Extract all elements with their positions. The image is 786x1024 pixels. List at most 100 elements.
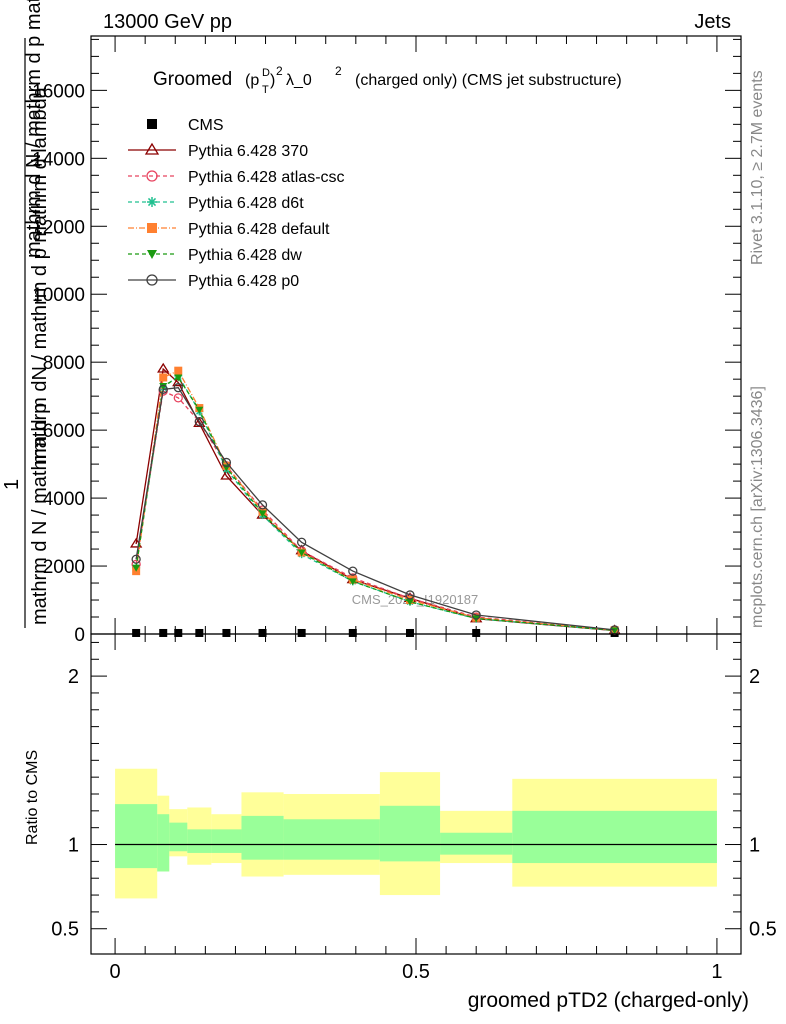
data-point — [258, 510, 267, 518]
legend-marker — [147, 119, 157, 129]
ratio-y-tick-label-right: 2 — [749, 666, 760, 688]
legend-entry: Pythia 6.428 dw — [128, 247, 302, 264]
legend-entry: Pythia 6.428 default — [128, 221, 330, 238]
legend-marker — [146, 170, 158, 182]
legend-marker — [147, 250, 157, 259]
title-paren-close: ) — [270, 72, 275, 89]
data-point — [159, 382, 168, 390]
data-point — [297, 549, 306, 557]
data-point — [195, 406, 204, 414]
title-prefix: Groomed — [153, 69, 232, 90]
legend-entry: Pythia 6.428 d6t — [128, 195, 304, 212]
data-point — [131, 554, 141, 564]
y-axis-title-line-4: mathrm dN / mathrm d p mathrm d lambda — [29, 86, 51, 465]
y-tick-label: 6000 — [43, 421, 85, 442]
data-point — [258, 628, 267, 637]
y-tick-label: 0 — [74, 625, 85, 646]
legend-label: Pythia 6.428 atlas-csc — [188, 169, 345, 186]
y-tick-label: 10000 — [32, 285, 85, 306]
data-point — [405, 590, 415, 600]
uncertainty-band-inner — [211, 829, 242, 853]
title-paren-open: (p — [245, 72, 259, 89]
x-axis-title: groomed pTD2 (charged-only) — [468, 989, 749, 1012]
uncertainty-band-inner — [440, 832, 513, 855]
uncertainty-band-inner — [512, 810, 717, 864]
legend-label: Pythia 6.428 370 — [188, 143, 308, 160]
data-point — [159, 628, 168, 637]
mcplots-label: mcplots.cern.ch [arXiv:1306.3436] — [749, 386, 766, 628]
ratio-y-tick-label-right: 0.5 — [749, 919, 777, 941]
legend-entry: Pythia 6.428 370 — [128, 142, 308, 160]
ratio-plot: 0.5 0.5 1 1 2 2 0 0.5 1 — [51, 633, 777, 983]
data-point — [173, 383, 183, 393]
legend-label: Pythia 6.428 p0 — [188, 273, 299, 290]
y-axis-title: mathrm d N / mathrm d p mathrm d lambda … — [1, 0, 51, 628]
y-axis-title-line-3: mathrm d N / mathrm d p — [29, 403, 51, 625]
data-point — [471, 610, 481, 620]
legend-entry: Pythia 6.428 p0 — [128, 273, 299, 290]
star-stroke — [147, 197, 157, 207]
y-tick-label: 14000 — [32, 149, 85, 170]
y-axis-title-line-1: mathrm d N / mathrm d p mathrm d lambda — [23, 0, 45, 258]
legend-entry: Pythia 6.428 atlas-csc — [128, 169, 345, 186]
ratio-y-tick-label: 2 — [68, 666, 79, 688]
y-tick-label: 12000 — [32, 217, 85, 238]
ratio-y-tick-label: 0.5 — [51, 919, 79, 941]
data-point — [173, 393, 183, 403]
chart-title: Groomed (p D T ) 2 λ_0 2 (charged only) … — [153, 64, 622, 96]
y-axis-title-line-2: 1 — [1, 479, 23, 490]
y-tick-label: 4000 — [43, 489, 85, 510]
x-tick-label: 0.5 — [402, 961, 430, 983]
data-point — [132, 628, 141, 637]
data-point — [158, 384, 168, 395]
data-point — [193, 417, 206, 427]
legend-label: CMS — [188, 117, 224, 134]
data-point — [159, 373, 168, 382]
data-point — [174, 628, 183, 637]
ratio-y-tick-label-right: 1 — [749, 835, 760, 857]
x-tick-label: 1 — [711, 961, 722, 983]
uncertainty-band-inner — [169, 822, 188, 852]
data-point — [348, 566, 358, 576]
legend-entry: CMS — [147, 117, 224, 134]
title-sup-d: D — [262, 67, 270, 79]
data-point — [296, 537, 307, 547]
data-point — [157, 362, 170, 373]
uncertainty-band-inner — [241, 815, 284, 860]
main-plot: 0 2000 4000 6000 8000 10000 12000 14000 16000 — [32, 35, 742, 646]
legend: CMS Pythia 6.428 370 Pythia 6.428 atlas-cs… — [128, 117, 345, 290]
legend-label: Pythia 6.428 d6t — [188, 195, 304, 212]
data-point — [405, 598, 414, 606]
y-tick-label: 2000 — [43, 557, 85, 578]
title-sup-2b: 2 — [335, 64, 342, 78]
data-point — [221, 457, 232, 468]
legend-marker — [147, 223, 157, 233]
legend-marker — [146, 274, 158, 286]
header-left: 13000 GeV pp — [103, 11, 232, 33]
data-point — [348, 628, 357, 637]
legend-marker — [147, 197, 157, 207]
data-point — [132, 564, 141, 572]
legend-marker — [144, 142, 160, 155]
x-tick-label: 0 — [110, 961, 121, 983]
data-point — [472, 628, 481, 637]
y-tick-label: 8000 — [43, 353, 85, 374]
data-point — [194, 416, 204, 427]
legend-label: Pythia 6.428 dw — [188, 247, 302, 264]
ratio-y-tick-label: 1 — [68, 835, 79, 857]
uncertainty-band-inner — [157, 814, 170, 872]
title-lambda: λ_0 — [286, 72, 312, 89]
data-point — [195, 628, 204, 637]
ratio-y-label: Ratio to CMS — [24, 750, 41, 845]
series-pythia-6-428-dw — [132, 374, 619, 635]
uncertainty-band-inner — [187, 829, 212, 853]
data-point — [257, 500, 268, 510]
header-right: Jets — [694, 11, 731, 33]
title-sub-t: T — [262, 84, 269, 96]
rivet-label: Rivet 3.1.10, ≥ 2.7M events — [749, 70, 766, 265]
data-point — [174, 374, 183, 382]
data-point — [220, 469, 233, 480]
uncertainty-band-inner — [115, 804, 158, 869]
y-tick-label: 16000 — [32, 81, 85, 102]
